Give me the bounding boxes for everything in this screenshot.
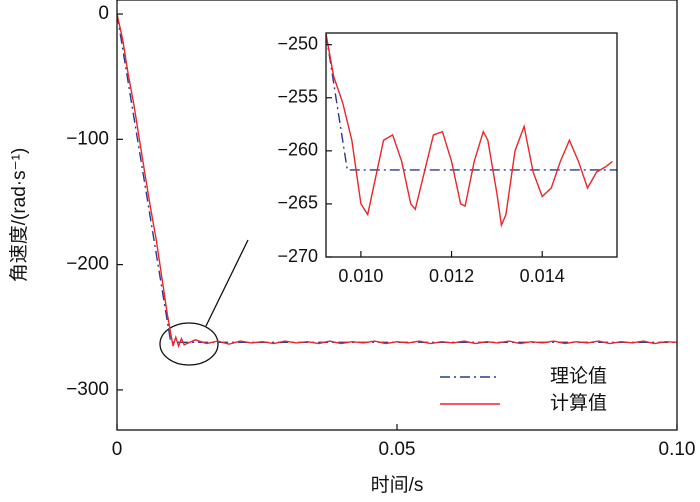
y-tick-label: −200 <box>66 254 109 275</box>
x-tick-label: 0.012 <box>429 266 474 286</box>
y-tick-label: −265 <box>277 193 318 213</box>
x-tick-label: 0.05 <box>379 439 416 460</box>
series-line <box>326 33 617 171</box>
inset-background <box>326 33 617 257</box>
x-tick-label: 0.10 <box>659 439 696 460</box>
y-tick-label: −260 <box>277 140 318 160</box>
y-tick-label: −250 <box>277 33 318 53</box>
series-line <box>326 33 613 228</box>
zoom-ellipse <box>159 322 219 366</box>
y-tick-label: −300 <box>66 379 109 400</box>
plot-area <box>326 33 617 228</box>
y-axis-label: 角速度/(rad·s⁻¹) <box>8 148 30 283</box>
legend-label: 理论值 <box>550 365 607 387</box>
y-tick-label: −270 <box>277 246 318 266</box>
zoom-connector <box>205 239 249 327</box>
x-axis-label: 时间/s <box>371 474 424 496</box>
y-tick-label: −255 <box>277 87 318 107</box>
series-line <box>117 13 677 349</box>
x-tick-label: 0.014 <box>520 266 565 286</box>
plot-frame <box>325 32 618 258</box>
y-tick-label: 0 <box>98 3 109 24</box>
x-tick-label: 0 <box>112 439 123 460</box>
y-tick-label: −100 <box>66 128 109 149</box>
legend-label: 计算值 <box>550 392 607 414</box>
x-tick-label: 0.010 <box>338 266 383 286</box>
plot-area <box>117 13 677 349</box>
